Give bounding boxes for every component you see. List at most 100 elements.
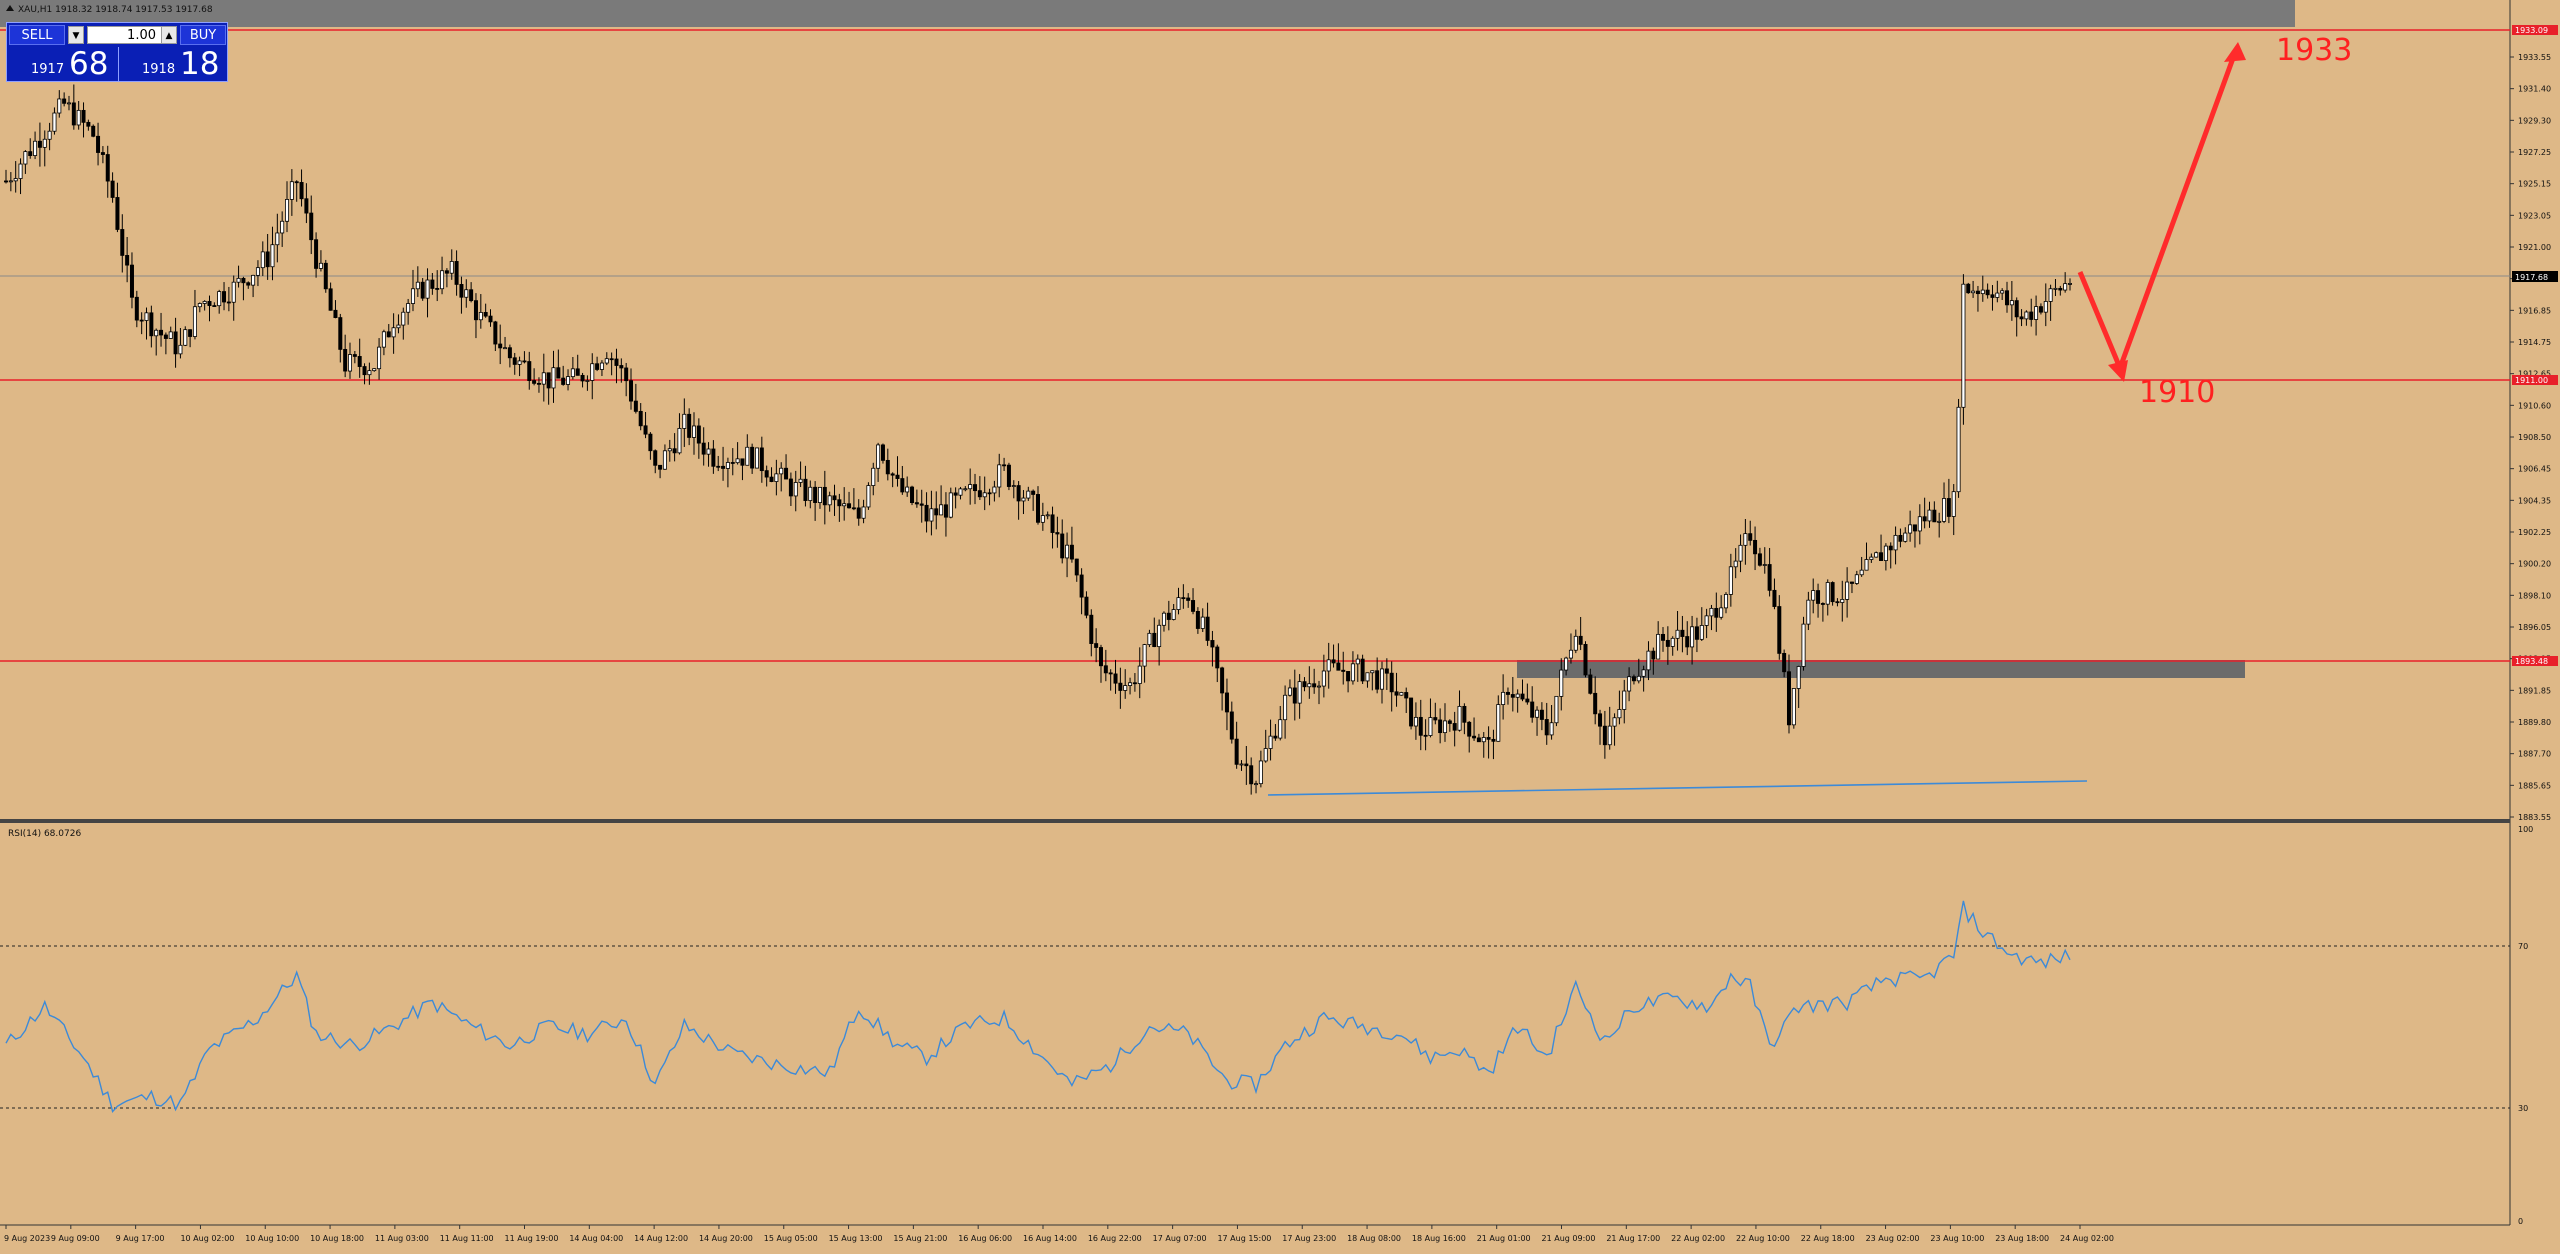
candle-body[interactable] bbox=[1123, 685, 1128, 691]
candle-body[interactable] bbox=[1690, 626, 1695, 648]
candle-body[interactable] bbox=[609, 358, 614, 361]
candle-body[interactable] bbox=[696, 425, 701, 444]
candle-body[interactable] bbox=[149, 312, 154, 337]
candle-body[interactable] bbox=[1849, 581, 1854, 584]
candle-body[interactable] bbox=[28, 151, 33, 156]
candle-body[interactable] bbox=[1971, 290, 1976, 294]
candle-body[interactable] bbox=[1593, 692, 1598, 715]
candle-body[interactable] bbox=[1762, 564, 1767, 566]
candle-body[interactable] bbox=[192, 306, 197, 337]
candle-body[interactable] bbox=[711, 448, 716, 467]
candle-body[interactable] bbox=[1278, 719, 1283, 739]
candle-body[interactable] bbox=[440, 270, 445, 290]
candle-body[interactable] bbox=[1617, 709, 1622, 719]
candle-body[interactable] bbox=[1685, 636, 1690, 648]
candle-body[interactable] bbox=[866, 485, 871, 508]
candle-body[interactable] bbox=[33, 140, 38, 156]
candle-body[interactable] bbox=[1942, 498, 1947, 522]
candle-body[interactable] bbox=[1094, 643, 1099, 648]
candle-body[interactable] bbox=[207, 301, 212, 306]
candle-body[interactable] bbox=[1646, 650, 1651, 671]
candle-body[interactable] bbox=[561, 377, 566, 385]
candle-body[interactable] bbox=[1767, 564, 1772, 591]
candle-body[interactable] bbox=[454, 261, 459, 285]
candle-body[interactable] bbox=[299, 182, 304, 200]
candle-body[interactable] bbox=[1786, 671, 1791, 726]
candle-body[interactable] bbox=[842, 503, 847, 507]
candle-body[interactable] bbox=[934, 508, 939, 516]
sell-button[interactable]: SELL bbox=[9, 25, 65, 45]
candle-body[interactable] bbox=[1753, 539, 1758, 555]
candle-body[interactable] bbox=[1302, 681, 1307, 688]
candle-body[interactable] bbox=[352, 354, 357, 357]
candle-body[interactable] bbox=[1757, 553, 1762, 566]
candle-body[interactable] bbox=[512, 357, 517, 365]
candle-body[interactable] bbox=[1481, 737, 1486, 743]
candle-body[interactable] bbox=[96, 135, 101, 153]
candle-body[interactable] bbox=[706, 448, 711, 455]
candle-body[interactable] bbox=[66, 102, 71, 105]
candle-body[interactable] bbox=[309, 212, 314, 241]
candle-body[interactable] bbox=[62, 98, 67, 104]
candle-body[interactable] bbox=[1816, 590, 1821, 604]
candle-body[interactable] bbox=[1084, 596, 1089, 616]
candle-body[interactable] bbox=[527, 361, 532, 381]
candle-body[interactable] bbox=[154, 329, 159, 337]
candle-body[interactable] bbox=[381, 331, 386, 348]
candle-body[interactable] bbox=[1694, 626, 1699, 640]
candle-body[interactable] bbox=[1869, 556, 1874, 560]
candle-body[interactable] bbox=[483, 312, 488, 317]
candle-body[interactable] bbox=[1946, 498, 1951, 517]
candle-body[interactable] bbox=[1031, 490, 1036, 495]
candle-body[interactable] bbox=[1961, 283, 1966, 408]
candle-body[interactable] bbox=[692, 425, 697, 438]
candle-body[interactable] bbox=[1452, 723, 1457, 731]
candle-body[interactable] bbox=[246, 282, 251, 286]
candle-body[interactable] bbox=[905, 486, 910, 493]
candle-body[interactable] bbox=[1602, 725, 1607, 746]
candle-body[interactable] bbox=[1883, 545, 1888, 561]
candle-body[interactable] bbox=[1607, 725, 1612, 746]
candle-body[interactable] bbox=[1525, 698, 1530, 703]
candle-body[interactable] bbox=[1704, 615, 1709, 626]
candle-body[interactable] bbox=[963, 488, 968, 491]
candle-body[interactable] bbox=[1505, 691, 1510, 695]
candle-body[interactable] bbox=[1568, 649, 1573, 659]
candle-body[interactable] bbox=[575, 368, 580, 376]
candle-body[interactable] bbox=[357, 356, 362, 367]
candle-body[interactable] bbox=[1748, 533, 1753, 541]
candle-body[interactable] bbox=[1103, 665, 1108, 674]
candle-body[interactable] bbox=[1975, 290, 1980, 295]
candle-body[interactable] bbox=[914, 502, 919, 505]
candle-body[interactable] bbox=[1825, 582, 1830, 605]
candle-body[interactable] bbox=[478, 312, 483, 321]
candle-body[interactable] bbox=[1636, 675, 1641, 682]
candle-body[interactable] bbox=[1719, 607, 1724, 618]
candle-body[interactable] bbox=[1036, 494, 1041, 523]
candle-body[interactable] bbox=[1045, 514, 1050, 517]
candle-body[interactable] bbox=[1205, 616, 1210, 641]
candle-body[interactable] bbox=[1772, 589, 1777, 607]
candle-body[interactable] bbox=[1675, 629, 1680, 639]
candle-body[interactable] bbox=[522, 360, 527, 363]
candle-body[interactable] bbox=[1845, 581, 1850, 600]
candle-body[interactable] bbox=[832, 495, 837, 501]
candle-body[interactable] bbox=[730, 462, 735, 464]
candle-body[interactable] bbox=[2005, 290, 2010, 306]
candle-body[interactable] bbox=[18, 163, 23, 179]
candle-body[interactable] bbox=[1438, 719, 1443, 734]
candle-body[interactable] bbox=[662, 450, 667, 470]
sell-price-button[interactable]: 1917 68 bbox=[9, 47, 117, 81]
candle-body[interactable] bbox=[444, 270, 449, 274]
candle-body[interactable] bbox=[338, 317, 343, 350]
candle-body[interactable] bbox=[1985, 289, 1990, 296]
candle-body[interactable] bbox=[134, 296, 139, 321]
candle-body[interactable] bbox=[735, 458, 740, 464]
candle-body[interactable] bbox=[774, 473, 779, 482]
candle-body[interactable] bbox=[396, 324, 401, 329]
candle-body[interactable] bbox=[624, 367, 629, 382]
candle-body[interactable] bbox=[876, 444, 881, 469]
candle-body[interactable] bbox=[1297, 681, 1302, 704]
candle-body[interactable] bbox=[1510, 694, 1515, 698]
candle-body[interactable] bbox=[1224, 692, 1229, 713]
